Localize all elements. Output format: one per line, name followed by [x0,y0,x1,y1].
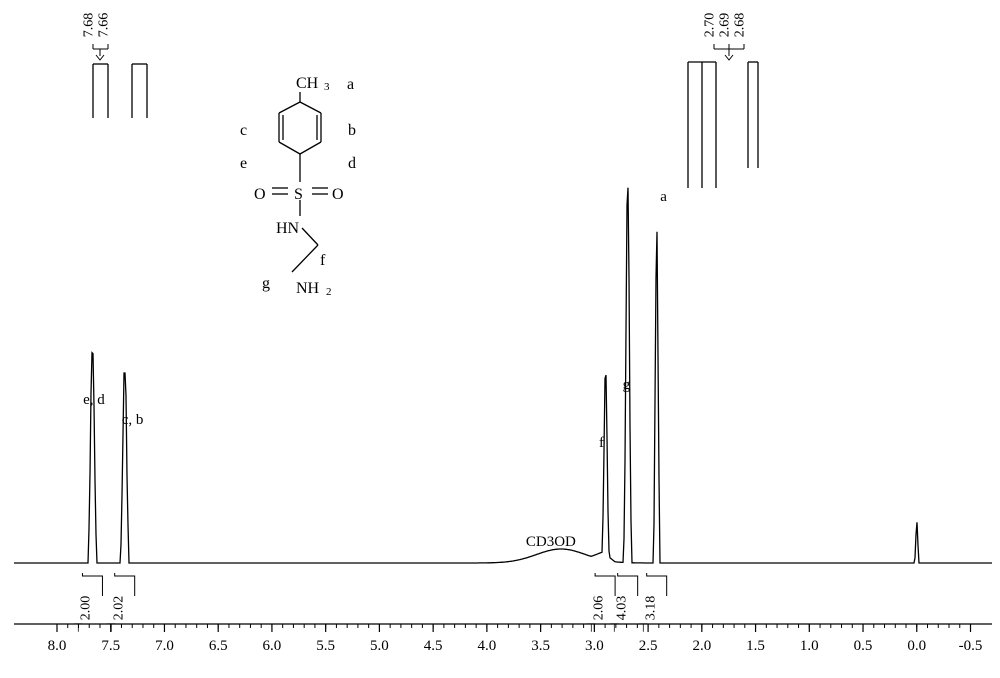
ppm-label: 7.68 [81,13,97,38]
molecule-atom-label: d [348,155,356,173]
axis-tick-label: 7.5 [101,638,120,655]
molecule-atom-label: g [262,275,270,293]
axis-tick-label: 8.0 [48,638,67,655]
axis-tick-label: 6.0 [263,638,282,655]
nmr-figure: 7.687.66 2.702.692.68 e, d c, b CD3OD f g a 2.… [0,0,1000,678]
integral-bracket: ⊣ [72,622,87,632]
integral-value: 3.18 [643,596,659,621]
molecule-atom-label: O [332,186,344,204]
axis-tick-label: 1.0 [800,638,819,655]
axis-tick-label: 1.5 [746,638,765,655]
molecule-atom-label: O [254,186,266,204]
molecule-atom-label: c [240,122,247,140]
axis-tick-label: 4.0 [478,638,497,655]
peak-annotation: a [660,189,667,206]
axis-tick-label: 7.0 [155,638,174,655]
molecule-atom-label: 2 [326,286,332,298]
molecule-atom-label: NH [296,280,319,298]
axis-tick-label: 0.0 [907,638,926,655]
molecule-atom-label: S [294,186,303,204]
integral-bracket: ⊣ [607,622,622,632]
axis-tick-label: 2.0 [692,638,711,655]
ppm-label: 2.69 [717,13,733,38]
integral-value: 2.02 [111,596,127,621]
molecule-atom-label: CH [296,75,318,93]
ppm-label: 2.70 [702,13,718,38]
peak-annotation: f [599,435,604,452]
axis-tick-label: 3.0 [585,638,604,655]
molecule-atom-label: e [240,155,247,173]
axis-tick-label: 0.5 [854,638,873,655]
molecule-atom-label: 3 [324,81,330,93]
axis-tick-label: -0.5 [959,638,983,655]
peak-annotation: c, b [122,412,144,429]
ppm-label: 7.66 [96,13,112,38]
integral-value: 2.00 [79,596,95,621]
axis-tick-label: 5.0 [370,638,389,655]
axis-tick-label: 6.5 [209,638,228,655]
molecule-atom-label: b [348,122,356,140]
molecule-atom-label: a [347,76,354,94]
integral-bracket: ⊣ [104,622,119,632]
integral-value: 2.06 [591,596,607,621]
integral-value: 4.03 [614,596,630,621]
molecule-atom-label: f [320,252,325,270]
axis-tick-label: 2.5 [639,638,658,655]
integral-bracket: ⊣ [636,622,651,632]
peak-annotation: g [623,377,631,394]
ppm-label: 2.68 [732,13,748,38]
svg-layer [0,0,1000,678]
axis-tick-label: 5.5 [316,638,335,655]
integral-bracket: ⊣ [585,622,600,632]
axis-tick-label: 4.5 [424,638,443,655]
peak-annotation: CD3OD [526,534,576,551]
axis-tick-label: 3.5 [531,638,550,655]
molecule-atom-label: HN [276,220,299,238]
peak-annotation: e, d [83,392,105,409]
